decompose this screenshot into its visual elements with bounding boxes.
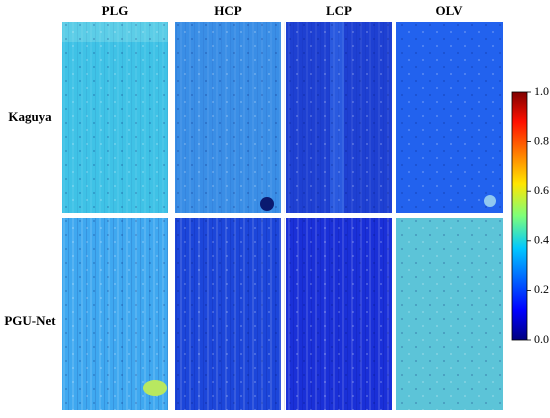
row-label: Kaguya [8,109,52,124]
panels [62,22,503,410]
tick-label: 0.8 [534,133,549,147]
column-label: OLV [436,3,464,18]
column-label: PLG [102,3,129,18]
texture [62,22,392,213]
tick-label: 0.4 [534,233,549,247]
feature [143,380,167,396]
colorbar [511,91,528,341]
column-label: LCP [326,3,352,18]
feature [260,197,274,211]
tick-label: 0.2 [534,282,549,296]
column-label: HCP [214,3,242,18]
tick-label: 0.6 [534,183,549,197]
row-label: PGU-Net [4,313,56,328]
texture [62,218,392,410]
tick-label: 0.0 [534,332,549,346]
feature [484,195,496,207]
tick-label: 1.0 [534,84,549,98]
